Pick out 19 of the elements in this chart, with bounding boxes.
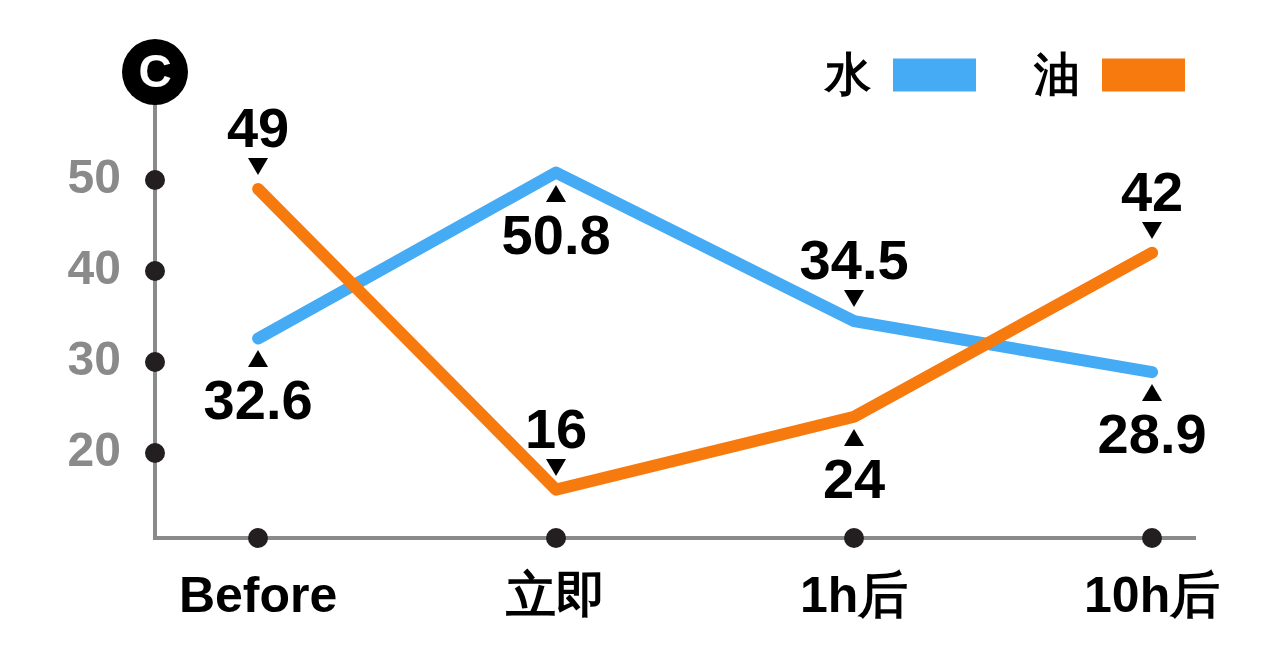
y-tick-label: 50 bbox=[67, 150, 121, 204]
x-tick-label: 10h后 bbox=[1084, 566, 1221, 623]
y-tick-label: 40 bbox=[67, 241, 121, 295]
y-tick-label: 20 bbox=[67, 423, 121, 477]
data-label: 42 bbox=[1120, 159, 1184, 223]
legend-label: 水 bbox=[823, 47, 871, 100]
x-tick-label: Before bbox=[178, 566, 338, 623]
chart-title: C bbox=[138, 44, 172, 97]
data-label: 49 bbox=[226, 95, 290, 159]
legend-label: 油 bbox=[1033, 47, 1080, 100]
data-label: 32.6 bbox=[203, 368, 313, 432]
data-label: 16 bbox=[524, 396, 588, 460]
y-tick-label: 30 bbox=[67, 332, 121, 386]
data-label: 34.5 bbox=[799, 228, 909, 292]
x-tick-label: 立即 bbox=[505, 566, 607, 623]
data-label: 28.9 bbox=[1097, 402, 1207, 466]
x-tick-label: 1h后 bbox=[799, 566, 909, 623]
data-label: 50.8 bbox=[501, 202, 611, 266]
data-label: 24 bbox=[822, 446, 886, 510]
